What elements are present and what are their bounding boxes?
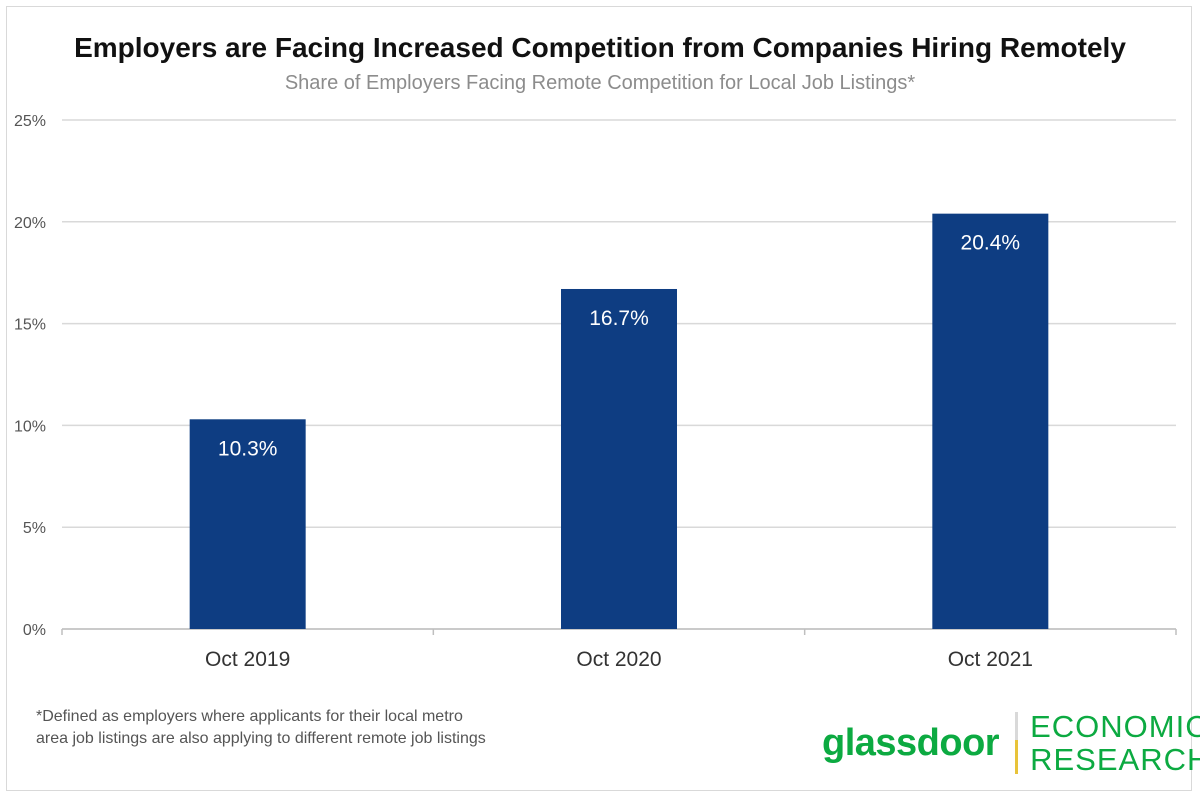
glassdoor-economic-research-logo: glassdoor ECONOMIC RESEARCH [822,710,1200,776]
y-tick-label: 15% [14,317,46,334]
glassdoor-wordmark: glassdoor [822,721,1000,764]
x-tick-label: Oct 2021 [948,648,1033,671]
bar [561,288,677,629]
x-tick-label: Oct 2020 [576,648,661,671]
bar-data-label: 20.4% [961,232,1021,255]
y-tick-label: 0% [23,622,46,639]
bar-data-label: 16.7% [589,307,649,330]
x-tick-label: Oct 2019 [205,648,290,671]
bar-chart: 0% 5% 10% 15% 20% 25% 10.3% Oct 2019 16.7% Oct 20… [14,113,1177,671]
chart-title: Employers are Facing Increased Competiti… [74,32,1126,63]
y-tick-label: 5% [23,520,46,537]
y-tick-label: 10% [14,418,46,435]
bar [189,419,306,629]
bar [932,213,1049,629]
economic-research-wordmark: ECONOMIC RESEARCH [1030,710,1200,776]
chart-subtitle: Share of Employers Facing Remote Competi… [284,72,916,94]
y-tick-label: 25% [14,113,46,130]
logo-divider [1015,712,1019,774]
research-line-1: ECONOMIC [1030,709,1200,744]
chart-frame [6,6,1192,791]
bar-data-label: 10.3% [218,437,278,460]
research-line-2: RESEARCH [1030,742,1200,777]
y-tick-label: 20% [14,215,46,232]
footnote: *Defined as employers where applicants f… [36,708,486,747]
